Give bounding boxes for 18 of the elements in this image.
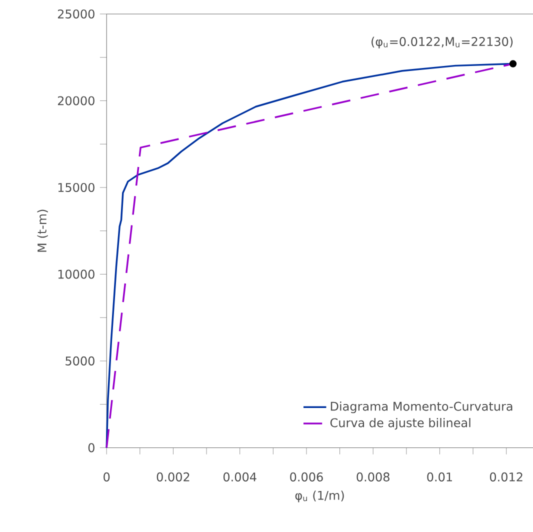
y-tick-label: 5000 [66, 356, 94, 366]
y-tick-label: 10000 [58, 270, 94, 279]
x-tick-label: 0.012 [490, 472, 522, 482]
legend-label: Diagrama Momento-Curvatura [330, 402, 512, 414]
x-tick-label: 0 [104, 472, 110, 482]
y-tick-label: 25000 [58, 10, 94, 19]
annotation: (φ$_{u}$=0.0122,M$_{u}$=22130) [372, 36, 513, 49]
x-tick-label: 0.008 [356, 472, 390, 482]
x-axis-title: φ$_{u}$ (1/m) [295, 490, 344, 502]
x-tick-label: 0.004 [223, 472, 256, 482]
x-tick-label: 0.006 [290, 472, 323, 482]
y-tick-label: 0 [88, 443, 94, 452]
legend-label: Curva de ajuste bilineal [330, 418, 470, 430]
y-axis-title: M (t-m) [37, 210, 48, 252]
x-tick-label: 0.01 [427, 472, 452, 482]
y-tick-label: 20000 [58, 96, 94, 106]
y-tick-label: 15000 [58, 183, 94, 192]
x-tick-label: 0.002 [156, 472, 190, 482]
